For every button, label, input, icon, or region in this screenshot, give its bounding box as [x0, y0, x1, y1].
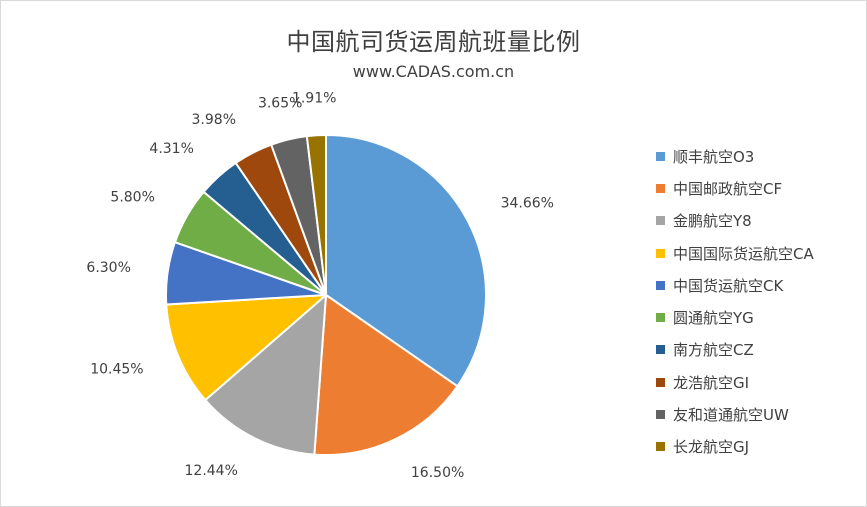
legend-label: 中国国际货运航空CA: [673, 244, 814, 263]
legend-item: 顺丰航空O3: [656, 140, 814, 172]
legend-swatch: [656, 216, 665, 226]
pie-slice-2: [313, 294, 459, 456]
pie-data-labels: 34.66% 16.50% 12.44% 10.45% 6.30% 5.80% 4.31% 3…: [86, 90, 554, 480]
legend-label: 顺丰航空O3: [673, 147, 755, 166]
data-label-1: 34.66%: [501, 196, 554, 212]
legend-item: 中国邮政航空CF: [656, 172, 814, 204]
legend-swatch: [656, 313, 665, 323]
chart-legend: 顺丰航空O3 中国邮政航空CF 金鹏航空Y8 中国国际货运航空CA 中国货运航空CK 圆通…: [656, 140, 814, 463]
legend-label: 友和道通航空UW: [673, 406, 789, 425]
data-label-2: 16.50%: [411, 465, 464, 481]
legend-item: 南方航空CZ: [656, 334, 814, 366]
legend-swatch: [656, 345, 665, 355]
legend-item: 龙浩航空GI: [656, 366, 814, 398]
legend-swatch: [656, 280, 665, 290]
legend-label: 长龙航空GJ: [673, 438, 750, 457]
pie-slice-10: [305, 133, 327, 296]
legend-label: 南方航空CZ: [673, 341, 754, 360]
legend-item: 中国国际货运航空CA: [656, 237, 814, 269]
data-label-5: 6.30%: [86, 260, 130, 276]
legend-item: 中国货运航空CK: [656, 269, 814, 301]
legend-label: 龙浩航空GI: [673, 373, 750, 392]
data-label-7: 4.31%: [149, 141, 193, 157]
legend-swatch: [656, 377, 665, 387]
legend-swatch: [656, 183, 665, 193]
legend-swatch: [656, 442, 665, 452]
legend-swatch: [656, 151, 665, 161]
data-label-8: 3.98%: [192, 112, 236, 128]
chart-subtitle: www.CADAS.com.cn: [352, 62, 515, 81]
legend-label: 圆通航空YG: [673, 309, 754, 328]
data-label-4: 10.45%: [90, 362, 143, 378]
data-label-10: 1.91%: [292, 90, 336, 106]
data-label-9: 3.65%: [258, 95, 302, 111]
legend-item: 圆通航空YG: [656, 301, 814, 333]
legend-swatch: [656, 248, 665, 258]
chart-title: 中国航司货运周航班量比例: [286, 28, 581, 56]
pie-slice-1: [325, 134, 487, 388]
pie-slice-4: [165, 294, 327, 402]
legend-label: 中国邮政航空CF: [673, 179, 783, 198]
legend-swatch: [656, 410, 665, 420]
legend-item: 金鹏航空Y8: [656, 205, 814, 237]
legend-label: 中国货运航空CK: [673, 276, 784, 295]
data-label-3: 12.44%: [185, 463, 238, 479]
legend-item: 友和道通航空UW: [656, 398, 814, 430]
data-label-6: 5.80%: [110, 189, 154, 205]
legend-label: 金鹏航空Y8: [673, 212, 752, 231]
pie-slices: [164, 133, 487, 456]
legend-item: 长龙航空GJ: [656, 431, 814, 463]
pie-slice-3: [204, 294, 327, 456]
